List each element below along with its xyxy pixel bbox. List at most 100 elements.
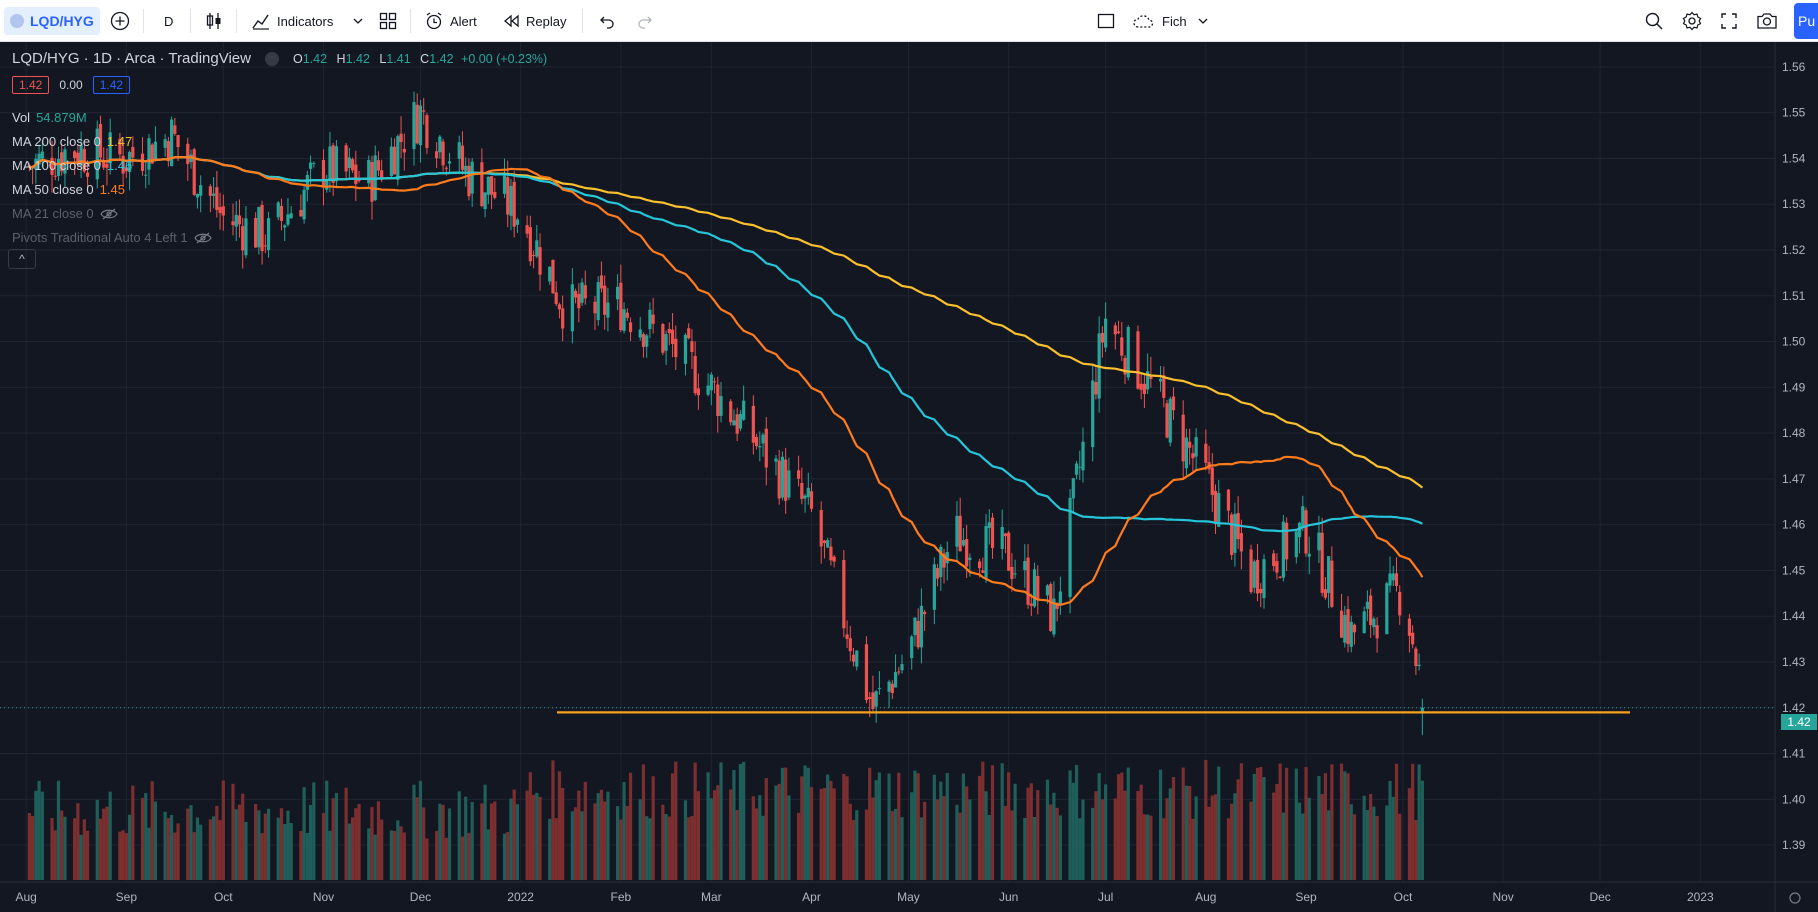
candle-body [958, 515, 962, 552]
candle-body [82, 149, 86, 172]
bid-price[interactable]: 1.42 [12, 76, 50, 94]
templates-button[interactable] [378, 0, 398, 42]
symbol-search-button[interactable]: LQD/HYG [4, 7, 100, 35]
volume-bar [286, 810, 290, 880]
volume-bar [1049, 804, 1053, 880]
indicators-button[interactable]: Indicators [251, 0, 333, 42]
volume-bar [593, 803, 597, 880]
candle-body [706, 385, 710, 395]
volume-bar [557, 771, 562, 880]
volume-bar [1139, 784, 1143, 880]
candle-body [942, 553, 946, 568]
volume-bar [1100, 799, 1104, 880]
y-axis-tick-label: 1.46 [1782, 518, 1806, 532]
volume-bar [464, 796, 468, 880]
candle-body [751, 405, 755, 443]
pivots-legend-row[interactable]: Pivots Traditional Auto 4 Left 1 [12, 230, 212, 245]
volume-bar [528, 772, 532, 880]
candle-body [709, 374, 713, 391]
ma50-legend-row[interactable]: MA 50 close 0 1.45 [12, 182, 125, 197]
volume-bar [1281, 812, 1285, 880]
volume-bar [619, 819, 623, 880]
hidden-eye-icon[interactable] [99, 208, 118, 220]
candle-body [551, 259, 555, 294]
candle-body [105, 163, 109, 168]
fullscreen-button[interactable] [1720, 0, 1738, 42]
volume-bar [370, 807, 374, 880]
hidden-eye-icon[interactable] [193, 232, 212, 244]
chart-pane[interactable]: 1.56 1.55 1.54 1.53 1.52 1.51 1.50 1.49 1.48 1.47… [0, 42, 1818, 912]
camera-icon [1757, 13, 1777, 29]
candle-body [435, 151, 439, 159]
volume-bar [1362, 795, 1366, 880]
undo-button[interactable] [598, 0, 616, 42]
volume-bar [877, 772, 881, 880]
volume-bar [1398, 813, 1402, 880]
ma100-label: MA 100 close 0 [12, 158, 101, 173]
volume-bar [1210, 795, 1214, 880]
candle-body [380, 170, 384, 179]
candle-body [1204, 443, 1208, 463]
volume-bar [900, 817, 904, 880]
chart-background [0, 42, 1818, 912]
indicators-dropdown-button[interactable] [352, 0, 364, 42]
candle-body [729, 401, 733, 423]
volume-bar [848, 803, 852, 880]
candle-body [674, 338, 678, 358]
interval-button[interactable]: D [164, 0, 173, 42]
redo-button[interactable] [636, 0, 654, 42]
candle-body [548, 266, 552, 282]
ma21-label: MA 21 close 0 [12, 206, 94, 221]
candle-body [829, 546, 833, 561]
candle-body [506, 177, 510, 215]
candle-body [531, 255, 536, 257]
volume-bar [234, 809, 238, 880]
candle-body [221, 206, 225, 216]
save-layout-button[interactable]: Fich [1132, 0, 1209, 42]
axis-settings-gear-icon[interactable] [1789, 892, 1801, 904]
symbol-legend-row[interactable]: LQD/HYG · 1D · Arca · TradingView O1.42 … [12, 50, 547, 67]
volume-bar [344, 787, 348, 880]
search-button[interactable] [1644, 0, 1664, 42]
ma100-legend-row[interactable]: MA 100 close 0 1.46 [12, 158, 132, 173]
publish-button[interactable]: Pu [1794, 3, 1818, 39]
redo-icon [638, 16, 652, 29]
volume-bar [215, 805, 219, 880]
volume-legend-row[interactable]: Vol 54.879M [12, 110, 87, 125]
y-axis-tick-label: 1.45 [1782, 563, 1806, 577]
snapshot-button[interactable] [1756, 0, 1778, 42]
candle-body [354, 164, 358, 185]
volume-bar [37, 780, 41, 880]
replay-button[interactable]: Replay [502, 0, 566, 42]
collapse-legend-button[interactable]: ^ [8, 249, 36, 269]
volume-bar [690, 816, 694, 880]
volume-bar [1346, 773, 1350, 880]
candle-body [108, 132, 112, 163]
legend-dot-button[interactable] [264, 51, 279, 66]
ask-price[interactable]: 1.42 [92, 76, 131, 94]
add-symbol-button[interactable] [110, 0, 130, 42]
volume-bar [79, 834, 83, 880]
alert-button[interactable]: Alert [424, 0, 477, 42]
layout-select-button[interactable] [1096, 0, 1116, 42]
volume-bar [1036, 790, 1040, 880]
price-chart[interactable]: 1.56 1.55 1.54 1.53 1.52 1.51 1.50 1.49 1.48 1.47… [0, 42, 1818, 912]
candle-body [1272, 553, 1276, 567]
y-axis-tick-label: 1.51 [1782, 289, 1806, 303]
candle-body [1349, 621, 1353, 647]
settings-button[interactable] [1682, 0, 1702, 42]
volume-bar [570, 811, 574, 880]
volume-bar [1385, 805, 1389, 880]
chart-type-button[interactable] [204, 0, 224, 42]
volume-bar [457, 791, 461, 880]
ma21-legend-row[interactable]: MA 21 close 0 [12, 206, 118, 221]
x-axis-tick-label: Dec [1589, 890, 1610, 904]
candle-body [176, 135, 180, 148]
ma200-legend-row[interactable]: MA 200 close 0 1.47 [12, 134, 132, 149]
volume-bar [616, 806, 620, 880]
candle-body [877, 687, 881, 689]
candle-body [254, 218, 258, 248]
candle-body [932, 564, 936, 610]
volume-bar [1297, 802, 1302, 880]
volume-bar [651, 776, 655, 880]
